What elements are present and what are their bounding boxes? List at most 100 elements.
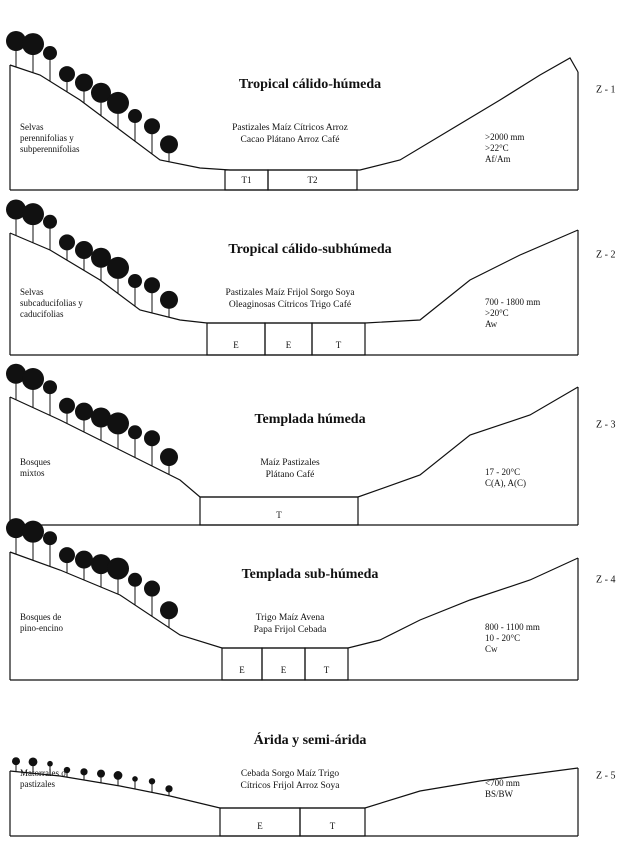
tree-crown: [113, 771, 123, 780]
tree-crown: [43, 380, 57, 395]
tree-crown: [28, 757, 38, 767]
tree-crown: [22, 33, 44, 56]
climate-panel: Tropical cálido-subhúmeda Selvassubcaduci…: [6, 199, 615, 356]
zone-code: Z - 3: [596, 419, 615, 430]
land-unit-box: [221, 647, 263, 681]
land-unit-label: E: [286, 340, 292, 350]
zone-title: Tropical cálido-húmeda: [239, 77, 381, 92]
tree-crown: [59, 547, 75, 564]
climate-label: Cw: [485, 644, 498, 654]
land-unit-label: E: [257, 821, 263, 831]
land-unit-box: [206, 322, 266, 356]
land-unit-label: T: [276, 510, 282, 520]
crop-label: Pastizales Maíz Frijol Sorgo Soya: [225, 288, 355, 298]
tree-crown: [128, 572, 142, 587]
zone-code: Z - 2: [596, 249, 615, 260]
land-unit-label: T: [330, 821, 336, 831]
crop-label: Cítricos Frijol Arroz Soya: [241, 781, 341, 791]
crop-label: Plátano Café: [266, 469, 315, 480]
vegetation-label: Matorrales o: [20, 768, 66, 778]
tree-crown: [59, 66, 75, 83]
land-unit-box: [261, 647, 306, 681]
zone-title: Templada húmeda: [254, 412, 365, 427]
vegetation-label: subcaducifolias y: [20, 298, 83, 308]
land-unit-label: T1: [242, 175, 252, 185]
climate-panel: Árida y semi-árida Matorrales opastizales…: [9, 731, 615, 837]
tree-crown: [6, 363, 26, 384]
tree-crown: [80, 768, 88, 776]
tree-crown: [75, 73, 93, 92]
tree-crown: [144, 580, 160, 597]
land-unit-label: T: [336, 340, 342, 350]
climate-label: 700 - 1800 mm: [485, 297, 540, 307]
climate-label: BS/BW: [485, 789, 514, 799]
tree-crown: [43, 214, 57, 229]
tree-crown: [144, 277, 160, 294]
land-unit-label: T2: [308, 175, 318, 185]
zone-title: Templada sub-húmeda: [242, 567, 379, 582]
zone-title: Tropical cálido-subhúmeda: [228, 242, 391, 257]
climate-label: <700 mm: [485, 778, 520, 788]
tree-crown: [12, 757, 20, 766]
crop-label: Papa Frijol Cebada: [254, 625, 328, 635]
tree-crown: [107, 412, 129, 435]
climate-label: 800 - 1100 mm: [485, 622, 540, 632]
tree-crown: [91, 407, 111, 428]
tree-crown: [148, 778, 156, 785]
tree-crown: [128, 274, 142, 289]
land-unit-label: E: [233, 340, 239, 350]
crop-label: Trigo Maíz Avena: [256, 613, 325, 623]
crop-label: Cebada Sorgo Maíz Trigo: [241, 769, 340, 779]
tree-crown: [165, 785, 173, 793]
tree-crown: [91, 554, 111, 575]
vegetation-label: pastizales: [20, 779, 55, 789]
tree-crown: [128, 109, 142, 124]
tree-crown: [22, 203, 44, 226]
tree-crown: [6, 518, 26, 539]
tree-crown: [160, 448, 178, 467]
tree-crown: [6, 31, 26, 51]
climate-label: 17 - 20°C: [485, 467, 520, 477]
tree-crown: [47, 760, 53, 767]
tree-crown: [43, 46, 57, 61]
vegetation-label: subperennifolias: [20, 144, 80, 154]
climate-panel: Templada sub-húmeda Bosques depino-encino…: [6, 518, 615, 681]
climate-label: C(A), A(C): [485, 478, 526, 488]
zone-title: Árida y semi-árida: [254, 731, 367, 748]
tree-crown: [59, 397, 75, 414]
zone-code: Z - 5: [596, 770, 615, 781]
tree-crown: [144, 430, 160, 447]
tree-crown: [91, 247, 111, 268]
vegetation-label: Selvas: [20, 122, 44, 132]
land-unit-box: [199, 496, 359, 526]
zone-code: Z - 1: [596, 84, 615, 95]
tree-crown: [97, 769, 105, 778]
land-unit-box: [304, 647, 349, 681]
tree-crown: [75, 402, 93, 421]
land-unit-label: T: [324, 665, 330, 675]
vegetation-label: Bosques de: [20, 612, 61, 622]
land-unit-box: [267, 169, 358, 191]
tree-crown: [59, 234, 75, 251]
climate-panel: Tropical cálido-húmeda Selvasperennifolia…: [6, 31, 615, 191]
vegetation-label: pino-encino: [20, 623, 63, 633]
tree-crown: [107, 557, 129, 580]
tree-crown: [132, 776, 138, 782]
land-unit-box: [299, 807, 366, 837]
climate-label: Aw: [485, 319, 498, 329]
tree-crown: [160, 135, 178, 154]
tree-crown: [6, 199, 26, 220]
tree-crown: [144, 118, 160, 135]
tree-crown: [75, 241, 93, 259]
vegetation-label: Selvas: [20, 287, 44, 297]
climate-label: >22°C: [485, 143, 509, 153]
crop-label: Cacao Plátano Arroz Café: [241, 134, 340, 145]
crop-label: Maíz Pastizales: [260, 458, 320, 468]
land-unit-box: [264, 322, 313, 356]
vegetation-label: caducifolias: [20, 309, 64, 319]
tree-crown: [107, 256, 129, 279]
tree-crown: [160, 290, 178, 309]
tree-crown: [91, 82, 111, 103]
